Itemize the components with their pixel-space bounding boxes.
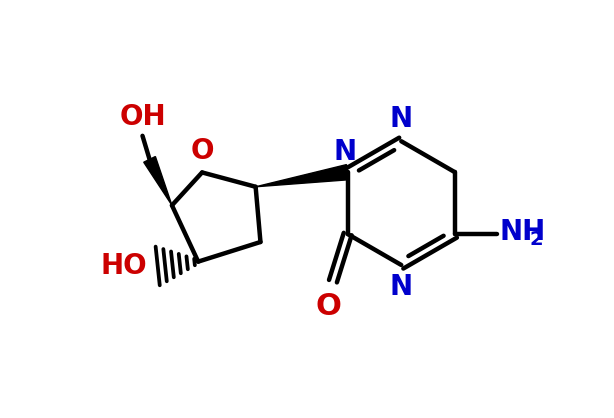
Text: N: N [333, 138, 356, 166]
Text: OH: OH [119, 103, 166, 131]
Text: NH: NH [500, 218, 546, 246]
Text: N: N [390, 273, 413, 301]
Polygon shape [255, 165, 349, 187]
Text: N: N [390, 105, 413, 133]
Text: O: O [190, 138, 214, 166]
Text: O: O [316, 292, 341, 321]
Text: HO: HO [100, 252, 147, 280]
Polygon shape [144, 156, 172, 205]
Text: 2: 2 [529, 230, 543, 250]
